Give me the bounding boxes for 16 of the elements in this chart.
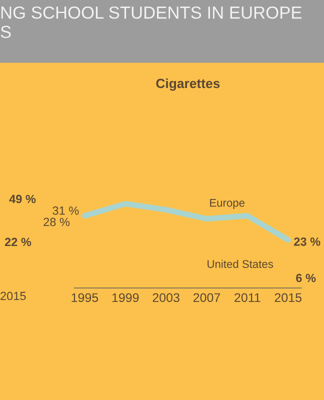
text: NG SCHOOL STUDENTS IN EUROPE S	[0, 6, 302, 38]
x-tick-label: 2011	[234, 293, 260, 302]
series-label: Europe	[210, 199, 244, 209]
text: 6 %	[296, 274, 316, 282]
data-label: 23 %	[294, 237, 320, 246]
x-tick-label: 2003	[152, 293, 180, 302]
x-tick-label: 2015	[274, 293, 302, 302]
chart-title: Cigarettes	[156, 78, 220, 91]
text: 49 %	[9, 194, 36, 204]
x-tick-label: 1999	[112, 293, 139, 302]
data-label: 31 %	[52, 206, 79, 215]
x-tick-label: 2007	[193, 293, 220, 302]
text: 28 %	[44, 218, 70, 226]
text: 22 %	[4, 238, 32, 246]
x-tick-label: 1995	[72, 293, 98, 302]
text: United States	[208, 260, 274, 268]
